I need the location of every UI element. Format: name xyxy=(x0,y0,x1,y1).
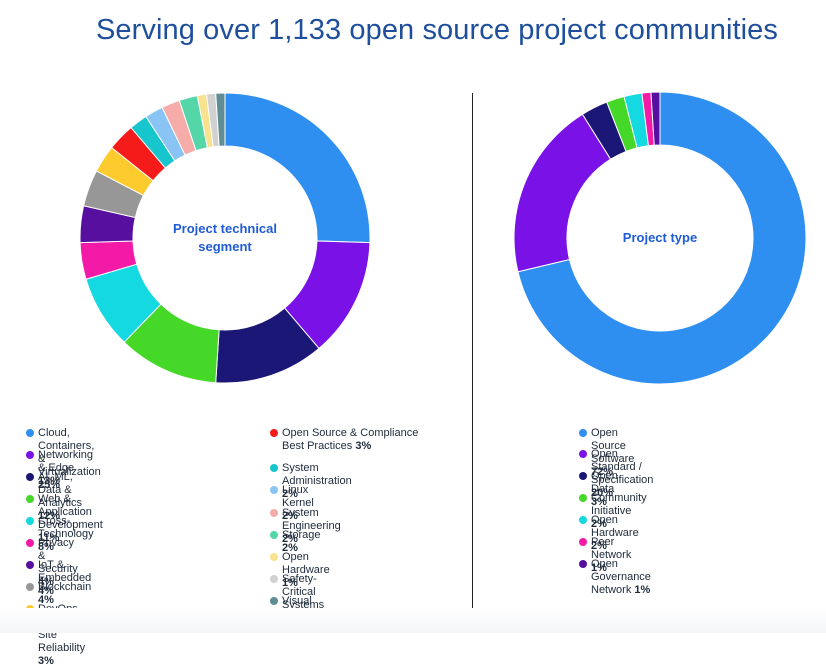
legend-swatch xyxy=(270,597,278,605)
legend-value: 1% xyxy=(591,562,607,574)
legend-swatch xyxy=(579,560,587,568)
technical-segment-legend-item-system-administration: System Administration 2% xyxy=(270,462,352,501)
legend-label: Cross-Technology xyxy=(38,515,94,540)
project-type-legend-item-open-source-software: Open Source Software 72% xyxy=(579,427,634,479)
legend-value: 8% xyxy=(38,541,54,553)
technical-segment-legend-item-cross-technology: Cross-Technology 8% xyxy=(26,515,94,554)
legend-swatch xyxy=(270,575,278,583)
legend-label: Open Data xyxy=(591,470,618,495)
technical-segment-center-label: Project technical segment xyxy=(172,221,278,254)
legend-swatch xyxy=(270,553,278,561)
bottom-fade xyxy=(0,608,826,633)
legend-label: System Administration xyxy=(282,462,352,487)
legend-swatch xyxy=(26,495,34,503)
legend-value: 3% xyxy=(38,655,54,667)
legend-value: 3% xyxy=(355,440,372,452)
legend-swatch xyxy=(579,472,587,480)
legend-label: Open Hardware xyxy=(282,551,330,576)
legend-swatch xyxy=(270,531,278,539)
legend-label: Storage xyxy=(282,529,321,541)
legend-value: 4% xyxy=(38,585,54,597)
legend-swatch xyxy=(270,509,278,517)
legend-swatch xyxy=(270,429,278,437)
legend-value: 2% xyxy=(282,488,298,500)
project-type-legend-item-open-standard-specification: Open Standard / Specification 20% xyxy=(579,448,653,500)
legend-swatch xyxy=(270,486,278,494)
project-type-center-label: Project type xyxy=(622,230,698,245)
legend-label: Web & Application Development xyxy=(38,493,103,531)
legend-value: 1% xyxy=(282,577,298,589)
project-type-legend-item-open-governance-network: Open Governance Network 1% xyxy=(579,558,651,597)
legend-label: Networking & Edge xyxy=(38,449,94,474)
legend-value: 72% xyxy=(591,466,614,478)
legend-label: Privacy & Security xyxy=(38,537,78,575)
legend-label: Open Governance Network xyxy=(591,558,651,596)
legend-swatch xyxy=(26,451,34,459)
legend-swatch xyxy=(26,561,34,569)
chart-divider xyxy=(472,93,473,610)
legend-value: 3% xyxy=(591,496,607,508)
legend-label: Open Hardware xyxy=(591,514,639,539)
legend-swatch xyxy=(579,494,587,502)
legend-label: Community Initiative xyxy=(591,492,647,517)
technical-segment-legend-item-open-source-and-compliance-best-practices: Open Source & Compliance Best Practices … xyxy=(270,427,432,453)
legend-value: 2% xyxy=(591,518,607,530)
project-type-legend-item-community-initiative: Community Initiative 2% xyxy=(579,492,647,531)
legend-label: System Engineering xyxy=(282,507,341,532)
legend-label: Open Source Software xyxy=(591,427,635,465)
legend-value: 11% xyxy=(38,532,60,544)
project-type-slice-open-source-software xyxy=(517,91,807,385)
legend-label: Open Source & Compliance Best Practices xyxy=(282,427,419,452)
technical-segment-legend-item-linux-kernel: Linux Kernel 2% xyxy=(270,484,314,523)
technical-segment-legend-item-blockchain: Blockchain 4% xyxy=(26,581,91,607)
project-type-slice-open-standard-specification xyxy=(513,113,612,273)
legend-swatch xyxy=(26,473,34,481)
legend-swatch xyxy=(26,539,34,547)
technical-segment-slice-cloud-containers-and-virtualization xyxy=(224,92,371,244)
technical-segment-donut xyxy=(79,92,371,384)
legend-swatch xyxy=(579,429,587,437)
technical-segment-legend-item-open-hardware: Open Hardware 1% xyxy=(270,551,330,590)
legend-swatch xyxy=(26,517,34,525)
legend-label: Cloud, Containers, & Virtualization xyxy=(38,427,101,478)
legend-value: 12% xyxy=(38,510,61,522)
legend-value: 2% xyxy=(282,510,298,522)
technical-segment-legend-item-system-engineering: System Engineering 2% xyxy=(270,507,341,546)
legend-value: 4% xyxy=(38,576,54,588)
legend-value: 2% xyxy=(282,542,298,554)
legend-swatch xyxy=(26,429,34,437)
legend-swatch xyxy=(579,450,587,458)
legend-swatch xyxy=(579,538,587,546)
legend-swatch xyxy=(270,464,278,472)
legend-value: 1% xyxy=(634,584,651,596)
legend-label: Blockchain xyxy=(38,581,92,593)
project-type-legend-item-peer-network: Peer Network 1% xyxy=(579,536,631,575)
legend-value: 2% xyxy=(282,533,298,545)
technical-segment-slice-visual-effects xyxy=(215,92,226,147)
project-type-slice-open-governance-network xyxy=(650,91,661,146)
project-type-legend-item-open-hardware: Open Hardware 2% xyxy=(579,514,639,553)
legend-label: Open Standard / Specification xyxy=(591,448,654,486)
technical-segment-legend-item-iot-and-embedded: IoT & Embedded 4% xyxy=(26,559,91,598)
technical-segment-legend-item-web-and-application-development: Web & Application Development 11% xyxy=(26,493,103,545)
project-type-donut xyxy=(513,91,807,385)
project-type-legend-item-open-data: Open Data 3% xyxy=(579,470,618,509)
legend-value: 13% xyxy=(38,475,61,487)
legend-value: 20% xyxy=(591,487,614,499)
legend-swatch xyxy=(579,516,587,524)
technical-segment-legend-item-networking-and-edge: Networking & Edge 13% xyxy=(26,449,93,488)
legend-swatch xyxy=(26,583,34,591)
legend-value: 2% xyxy=(591,540,607,552)
technical-segment-legend-item-ai-ml-data-and-analytics: AI, ML, Data & Analytics 12% xyxy=(26,471,82,523)
legend-value: 4% xyxy=(38,594,54,606)
technical-segment-legend-item-privacy-and-security: Privacy & Security 4% xyxy=(26,537,78,589)
legend-label: Linux Kernel xyxy=(282,484,314,509)
legend-label: Peer Network xyxy=(591,536,632,561)
legend-value: 25% xyxy=(38,479,61,491)
legend-label: AI, ML, Data & Analytics xyxy=(38,471,83,509)
technical-segment-legend-item-storage: Storage 2% xyxy=(270,529,321,555)
page-title: Serving over 1,133 open source project c… xyxy=(95,14,779,46)
legend-label: IoT & Embedded xyxy=(38,559,92,584)
technical-segment-legend-item-cloud-containers-and-virtualization: Cloud, Containers, & Virtualization 25% xyxy=(26,427,101,492)
